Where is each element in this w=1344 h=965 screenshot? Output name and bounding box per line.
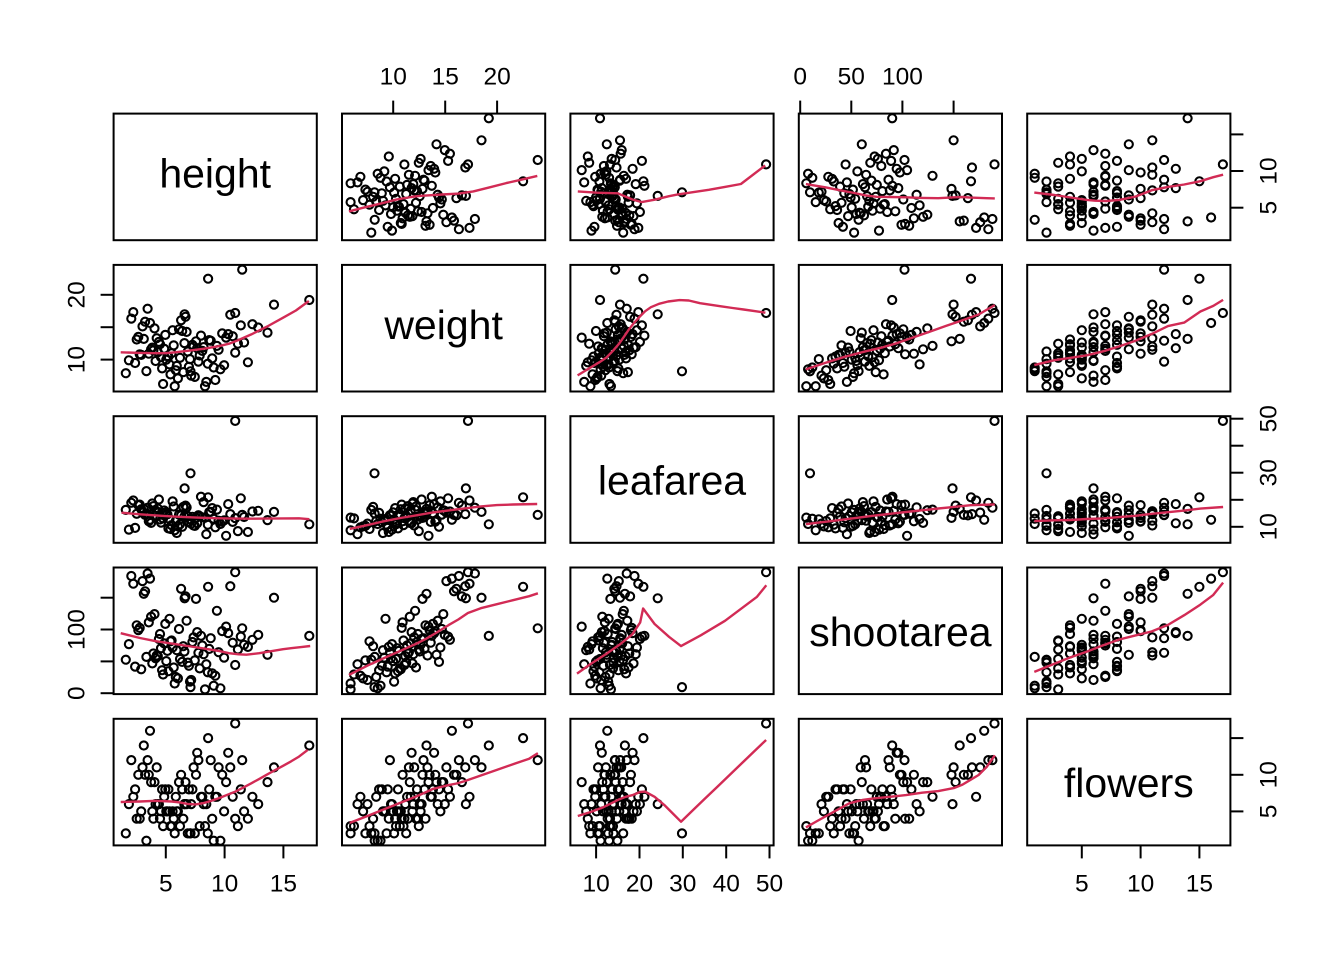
svg-text:5: 5 (1255, 805, 1282, 819)
svg-text:50: 50 (838, 64, 865, 91)
svg-text:5: 5 (1075, 870, 1089, 897)
svg-text:15: 15 (432, 64, 459, 91)
svg-text:0: 0 (793, 64, 807, 91)
svg-text:height: height (159, 151, 271, 197)
svg-text:5: 5 (1255, 201, 1282, 215)
svg-text:15: 15 (1186, 870, 1213, 897)
svg-text:10: 10 (1255, 157, 1282, 184)
svg-text:100: 100 (882, 64, 923, 91)
svg-text:flowers: flowers (1064, 760, 1194, 806)
svg-text:20: 20 (64, 281, 91, 308)
svg-text:50: 50 (1255, 405, 1282, 432)
svg-text:10: 10 (380, 64, 407, 91)
svg-text:20: 20 (626, 870, 653, 897)
svg-text:15: 15 (270, 870, 297, 897)
svg-text:10: 10 (1127, 870, 1154, 897)
svg-text:0: 0 (64, 686, 91, 700)
svg-text:10: 10 (64, 346, 91, 373)
svg-text:weight: weight (383, 302, 503, 348)
svg-text:10: 10 (1255, 761, 1282, 788)
svg-text:leafarea: leafarea (598, 458, 746, 504)
svg-text:shootarea: shootarea (809, 609, 992, 655)
svg-text:30: 30 (669, 870, 696, 897)
svg-text:40: 40 (713, 870, 740, 897)
svg-text:100: 100 (64, 609, 91, 650)
svg-text:30: 30 (1255, 459, 1282, 486)
svg-text:50: 50 (756, 870, 783, 897)
svg-text:10: 10 (211, 870, 238, 897)
svg-text:20: 20 (483, 64, 510, 91)
svg-text:5: 5 (159, 870, 173, 897)
svg-text:10: 10 (582, 870, 609, 897)
svg-text:10: 10 (1255, 513, 1282, 540)
